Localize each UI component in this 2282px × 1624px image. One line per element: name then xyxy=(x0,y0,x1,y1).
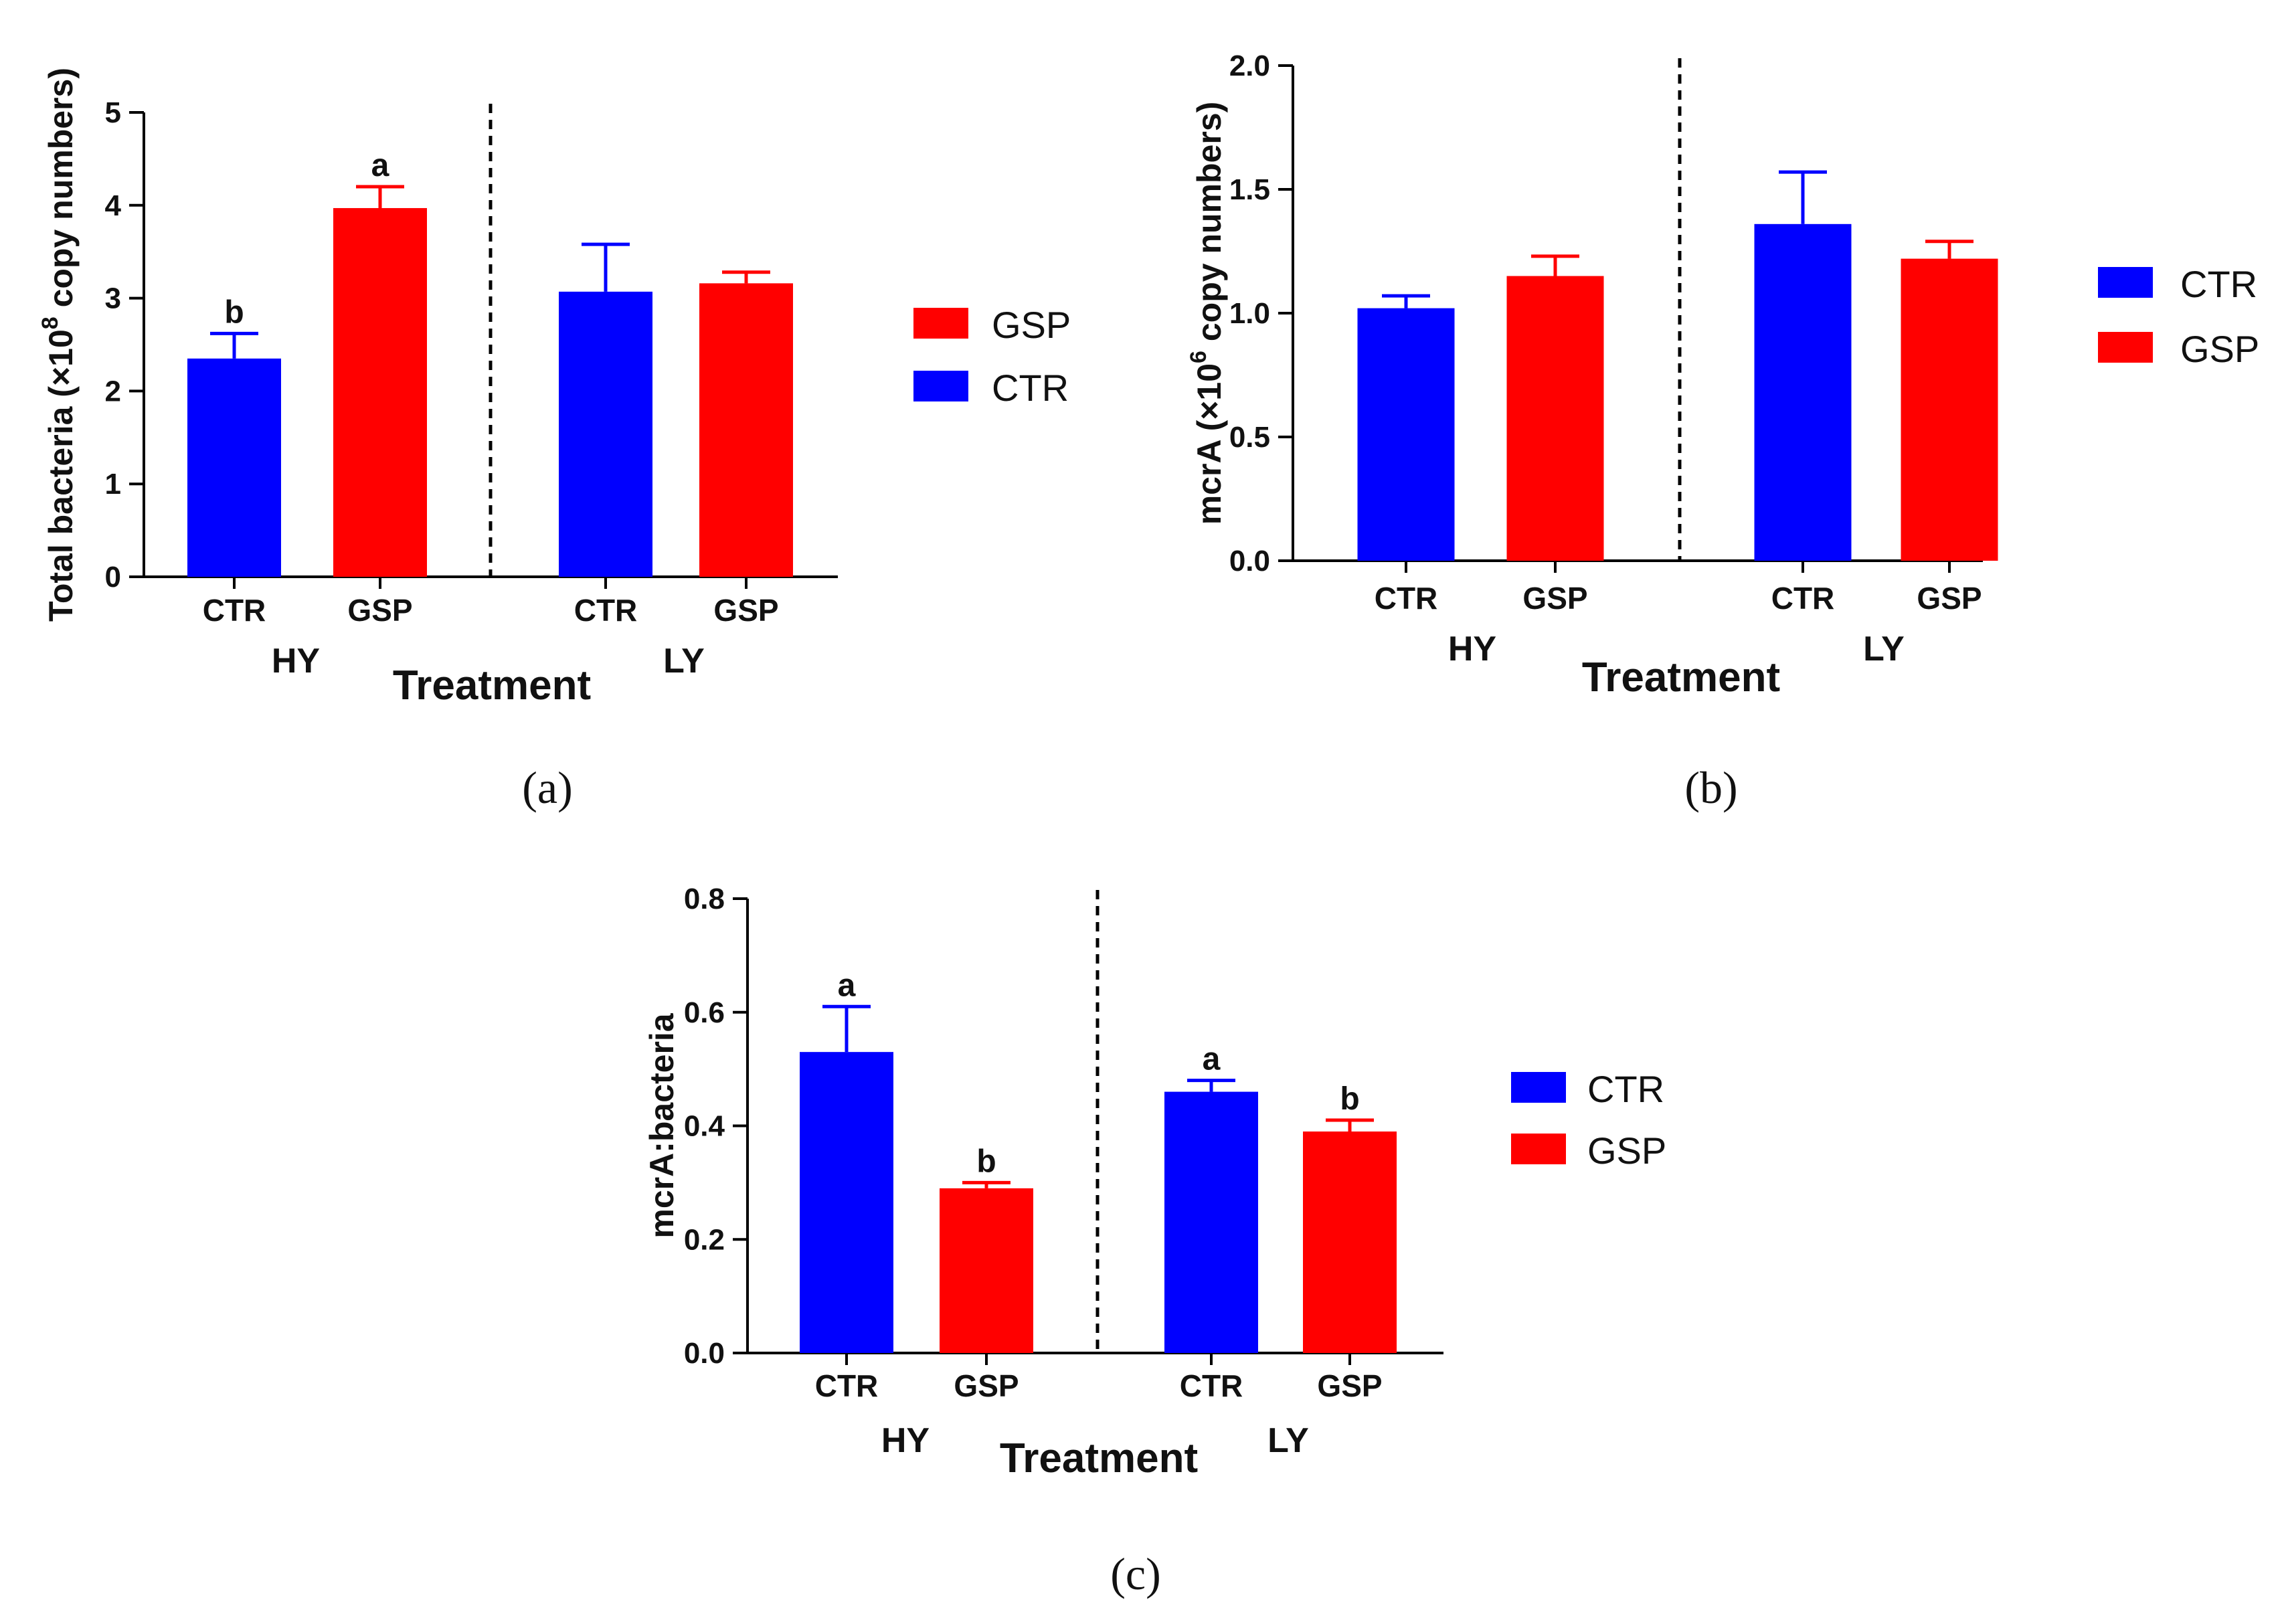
y-tick-label: 0 xyxy=(105,561,121,594)
y-tick-label: 4 xyxy=(105,189,122,222)
y-axis-title-suffix: copy numbers) xyxy=(1191,102,1228,351)
legend-swatch-ctr xyxy=(913,371,968,401)
x-category-label: GSP xyxy=(1917,581,1982,616)
y-axis-title: Total bacteria (×108 copy numbers) xyxy=(37,68,80,622)
significance-letter: b xyxy=(1340,1081,1359,1117)
y-tick-label: 1.5 xyxy=(1229,173,1270,206)
y-axis-title: mcrA (×106 copy numbers) xyxy=(1186,102,1228,525)
legend-swatch-gsp xyxy=(2098,332,2153,363)
chart-panel-a: 0 1 2 3 4 5 CTR b GSP a CTR GSP HY LY Treatment Total b… xyxy=(37,68,1071,813)
y-tick-label: 1 xyxy=(105,468,121,501)
y-axis-title-suffix: copy numbers) xyxy=(42,68,80,317)
y-axis-title-exponent: 6 xyxy=(1186,351,1211,363)
panel-label: (c) xyxy=(1110,1548,1160,1599)
significance-letter: a xyxy=(1203,1042,1221,1077)
significance-letter: a xyxy=(371,148,389,183)
x-category-label: CTR xyxy=(1771,581,1835,616)
y-axis-title-text: mcrA:bacteria xyxy=(643,1012,681,1238)
group-label: HY xyxy=(272,642,320,681)
bar-hy-gsp xyxy=(1506,276,1604,561)
y-tick-label: 3 xyxy=(105,282,121,315)
panel-label: (a) xyxy=(522,762,572,813)
bar-ly-ctr xyxy=(1754,223,1852,561)
x-category-label: GSP xyxy=(954,1368,1019,1403)
bar-hy-ctr xyxy=(800,1052,893,1353)
x-category-label: CTR xyxy=(1180,1368,1243,1403)
group-label: LY xyxy=(1863,630,1905,668)
x-category-label: GSP xyxy=(1522,581,1587,616)
legend-label: CTR xyxy=(2180,263,2257,305)
legend-label: GSP xyxy=(2180,328,2259,370)
bar-hy-ctr xyxy=(1357,308,1455,561)
y-axis-title-text: Total bacteria (×10 xyxy=(42,329,80,622)
chart-panel-c: 0.0 0.2 0.4 0.6 0.8 CTR a GSP b CTR a GSP b HY LY Treat… xyxy=(643,883,1666,1599)
panel-label: (b) xyxy=(1684,762,1737,813)
legend-swatch-gsp xyxy=(913,308,968,339)
y-tick-label: 0.8 xyxy=(684,883,725,915)
x-category-label: GSP xyxy=(713,593,778,628)
x-axis-title: Treatment xyxy=(1000,1435,1198,1481)
group-label: LY xyxy=(663,642,705,681)
group-label: LY xyxy=(1267,1421,1309,1460)
legend-swatch-ctr xyxy=(1511,1072,1566,1103)
y-tick-label: 0.6 xyxy=(684,996,725,1029)
x-category-label: CTR xyxy=(574,593,638,628)
y-tick-label: 2 xyxy=(105,375,121,408)
legend-swatch-gsp xyxy=(1511,1134,1566,1164)
y-tick-label: 0.0 xyxy=(1229,545,1270,577)
chart-panel-b: 0.0 0.5 1.0 1.5 2.0 CTR GSP CTR GSP HY LY Treatment… xyxy=(1186,50,2259,813)
x-category-label: GSP xyxy=(347,593,412,628)
x-category-label: CTR xyxy=(815,1368,879,1403)
x-category-label: GSP xyxy=(1317,1368,1382,1403)
legend-label: GSP xyxy=(1587,1130,1666,1172)
significance-letter: b xyxy=(224,294,244,330)
bar-ly-ctr xyxy=(559,291,652,577)
y-tick-label: 0.4 xyxy=(684,1110,725,1143)
bar-hy-gsp xyxy=(940,1188,1033,1353)
y-tick-label: 0.2 xyxy=(684,1223,725,1256)
bar-ly-ctr xyxy=(1164,1091,1258,1353)
legend-label: CTR xyxy=(992,367,1069,409)
x-axis-title: Treatment xyxy=(393,662,591,709)
y-axis-title: mcrA:bacteria xyxy=(643,1012,681,1238)
y-tick-label: 2.0 xyxy=(1229,50,1270,82)
bar-ly-gsp xyxy=(699,283,793,577)
significance-letter: a xyxy=(838,968,856,1003)
legend-swatch-ctr xyxy=(2098,267,2153,298)
legend-label: GSP xyxy=(992,304,1071,346)
bar-hy-gsp xyxy=(333,207,427,577)
bar-ly-gsp xyxy=(1901,258,1998,561)
x-category-label: CTR xyxy=(203,593,266,628)
y-tick-label: 0.5 xyxy=(1229,421,1270,454)
y-tick-label: 5 xyxy=(105,96,121,129)
group-label: HY xyxy=(1448,630,1496,668)
y-axis-title-exponent: 8 xyxy=(37,317,63,329)
significance-letter: b xyxy=(976,1144,996,1179)
x-category-label: CTR xyxy=(1375,581,1438,616)
bar-ly-gsp xyxy=(1303,1131,1397,1353)
y-tick-label: 1.0 xyxy=(1229,297,1270,330)
x-axis-title: Treatment xyxy=(1582,654,1780,701)
y-axis-title-text: mcrA (×10 xyxy=(1191,363,1228,525)
bar-hy-ctr xyxy=(187,358,281,577)
group-label: HY xyxy=(881,1421,930,1460)
legend-label: CTR xyxy=(1587,1068,1664,1110)
y-tick-label: 0.0 xyxy=(684,1337,725,1370)
